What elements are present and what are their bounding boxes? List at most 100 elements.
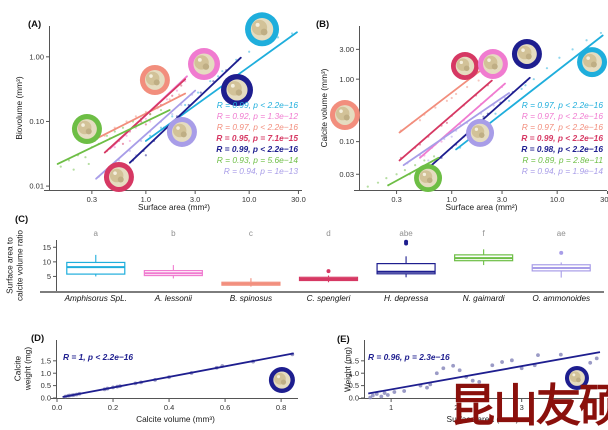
species-icon — [268, 367, 295, 394]
stats-line-depressa: R = 0.98, p < 2.2e−16 — [521, 144, 603, 154]
species-icon — [414, 164, 443, 193]
panel-b-plot: 0.31.03.010.030.00.030.100.301.003.00 — [329, 26, 608, 204]
species-icon — [166, 116, 197, 147]
stats-line-gaimardi: R = 0.93, p = 5.6e−14 — [216, 155, 298, 165]
species-icon — [466, 118, 495, 147]
significance-letter: d — [326, 229, 330, 238]
svg-text:3: 3 — [520, 403, 524, 412]
svg-text:0.01: 0.01 — [29, 182, 44, 191]
stats-line-amphisorus: R = 0.97, p < 2.2e−16 — [521, 100, 603, 110]
svg-text:10.0: 10.0 — [550, 195, 565, 204]
panel-a-y-axis-label: Biovolume (mm³) — [14, 76, 24, 140]
species-icon — [188, 48, 221, 81]
watermark-logo: 昆山友硕 — [450, 380, 608, 430]
panel-a-stats-legend: R = 0.99, p < 2.2e−16 R = 0.92, p = 1.3e−… — [150, 100, 298, 177]
species-icon — [511, 39, 542, 70]
panel-d-x-axis-label: Calcite volume (mm³) — [136, 414, 215, 424]
species-icon — [139, 64, 170, 95]
panel-a-x-axis-label: Surface area (mm²) — [138, 202, 210, 212]
svg-text:3.0: 3.0 — [190, 195, 200, 204]
species-name-label: C. spengleri — [307, 294, 351, 303]
svg-text:15: 15 — [43, 243, 51, 252]
panel-c-y-axis-label-line2: calcite volume ratio — [14, 230, 24, 302]
svg-text:0.10: 0.10 — [29, 117, 44, 126]
svg-text:0.8: 0.8 — [276, 403, 286, 412]
svg-text:0.3: 0.3 — [391, 195, 401, 204]
stats-line-lessonii: R = 0.92, p = 1.3e−12 — [216, 111, 298, 121]
svg-text:0.2: 0.2 — [108, 403, 118, 412]
svg-text:1: 1 — [389, 403, 393, 412]
panel-d-y-axis-label-line2: weight (mg) — [22, 346, 32, 391]
stats-line-ammonoides: R = 0.94, p = 1.9e−14 — [521, 166, 603, 176]
significance-letter: b — [171, 229, 176, 238]
svg-text:5: 5 — [47, 272, 51, 281]
panel-c-y-axis-label: Surface area to calcite volume ratio — [5, 211, 25, 321]
svg-text:3.0: 3.0 — [497, 195, 507, 204]
panel-e-y-axis-label: Weight (mg) — [342, 346, 353, 393]
species-icon — [329, 100, 360, 131]
svg-text:30.0: 30.0 — [600, 195, 608, 204]
species-icon — [103, 162, 134, 193]
panel-b-x-axis-label: Surface area (mm²) — [445, 202, 518, 212]
significance-letter: a — [94, 229, 99, 238]
svg-text:30.0: 30.0 — [291, 195, 306, 204]
species-name-label: H. depressa — [384, 294, 429, 303]
svg-text:0.5: 0.5 — [41, 381, 51, 390]
significance-letter: c — [249, 229, 253, 238]
svg-text:1.0: 1.0 — [141, 195, 151, 204]
species-icon — [477, 49, 508, 80]
svg-text:1.0: 1.0 — [446, 195, 456, 204]
panel-b-y-axis-label: Calcite volume (mm³) — [319, 68, 329, 148]
significance-letter: abe — [399, 229, 413, 238]
panel-e-stats: R = 0.96, p = 2.3e−16 — [368, 352, 450, 362]
panel-d-tag: (D) — [31, 333, 45, 344]
stats-line-spinosus: R = 0.97, p < 2.2e−16 — [216, 122, 298, 132]
svg-text:0.6: 0.6 — [220, 403, 230, 412]
panel-c-tag: (C) — [15, 214, 29, 225]
svg-text:0.03: 0.03 — [339, 170, 354, 179]
stats-line-gaimardi: R = 0.89, p = 2.8e−11 — [522, 155, 603, 165]
significance-letter: ae — [557, 229, 566, 238]
panel-d-plot: 0.0 0.2 0.4 0.6 0.8 0.0 0.5 1.0 1.5 — [41, 340, 298, 412]
stats-line-spinosus: R = 0.97, p < 2.2e−16 — [521, 122, 603, 132]
species-name-label: N. gaimardi — [463, 294, 505, 303]
species-icon — [450, 52, 479, 81]
stats-line-spengleri: R = 0.95, p = 7.1e−15 — [216, 133, 298, 143]
panel-e-x-axis-label: Surface area (mm²) — [446, 414, 519, 424]
panel-a-tag: (A) — [28, 19, 42, 30]
significance-letter: f — [483, 229, 486, 238]
svg-text:0.4: 0.4 — [164, 403, 174, 412]
svg-text:10.0: 10.0 — [242, 195, 257, 204]
panel-b-tag: (B) — [316, 19, 330, 30]
panel-e-plot: 1 2 3 0.0 0.5 1.0 1.5 — [349, 340, 604, 412]
stats-line-lessonii: R = 0.97, p < 2.2e−16 — [521, 111, 603, 121]
species-icon — [577, 47, 608, 78]
svg-text:1.00: 1.00 — [339, 75, 354, 84]
svg-text:1.00: 1.00 — [29, 52, 44, 61]
species-name-label: B. spinosus — [230, 294, 272, 303]
svg-text:0.10: 0.10 — [339, 137, 354, 146]
panel-a-plot: 0.3 1.0 3.0 10.0 30.0 0.01 0.10 1.00 — [29, 12, 306, 204]
species-icon — [220, 73, 253, 106]
svg-text:3.00: 3.00 — [339, 45, 354, 54]
svg-text:0.0: 0.0 — [349, 394, 359, 403]
species-icon — [564, 365, 589, 390]
svg-text:2: 2 — [454, 403, 458, 412]
svg-text:0.3: 0.3 — [87, 195, 97, 204]
svg-text:0.5: 0.5 — [349, 381, 359, 390]
species-icon — [245, 12, 280, 47]
species-icon — [71, 113, 102, 144]
svg-text:1.5: 1.5 — [41, 356, 51, 365]
svg-text:1.5: 1.5 — [349, 356, 359, 365]
svg-text:1.0: 1.0 — [349, 369, 359, 378]
svg-text:1.0: 1.0 — [41, 369, 51, 378]
stats-line-amphisorus: R = 0.99, p < 2.2e−16 — [216, 100, 298, 110]
panel-b-stats-legend: R = 0.97, p < 2.2e−16 R = 0.97, p < 2.2e−… — [455, 100, 603, 177]
svg-text:0.0: 0.0 — [41, 394, 51, 403]
stats-line-depressa: R = 0.99, p < 2.2e−16 — [216, 144, 298, 154]
species-name-label: O. ammonoides — [532, 294, 590, 303]
svg-text:0.0: 0.0 — [52, 403, 62, 412]
svg-text:10: 10 — [43, 257, 51, 266]
